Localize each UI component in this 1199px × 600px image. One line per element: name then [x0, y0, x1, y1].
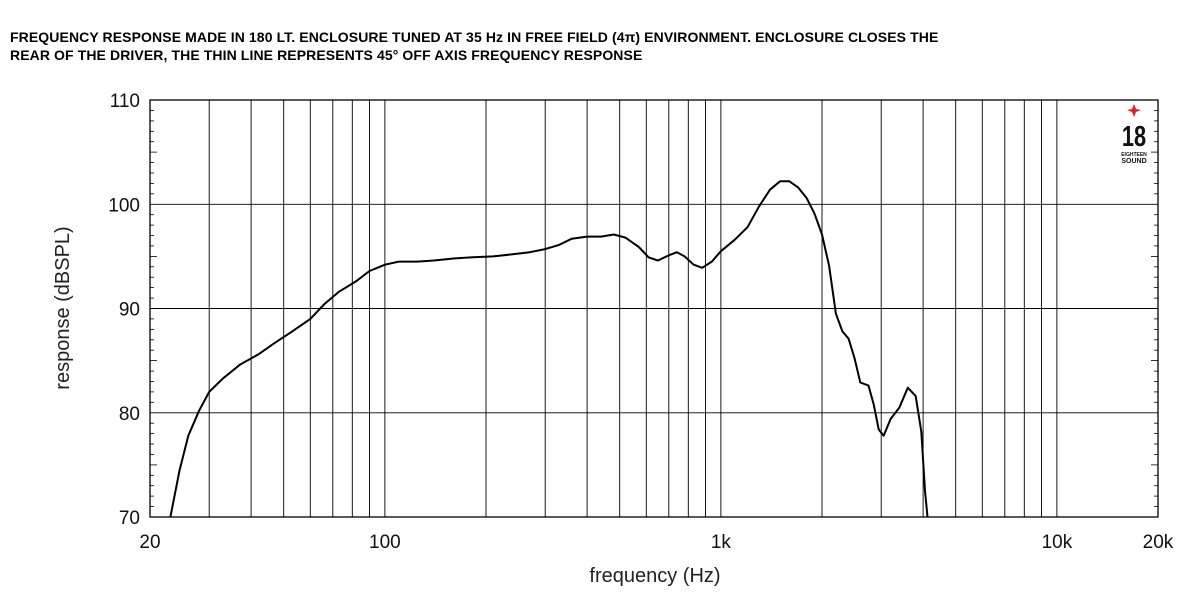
star-icon	[1127, 104, 1141, 117]
response-curve	[169, 180, 929, 518]
y-tick-labels: 70 80 90 100 110	[108, 91, 140, 529]
logo-text-line1: EIGHTEEN	[1121, 152, 1147, 158]
x-tick-label: 100	[369, 532, 401, 553]
grid-layer	[150, 100, 1158, 517]
logo-text-line2: SOUND	[1121, 158, 1146, 165]
y-tick-label: 70	[119, 508, 140, 529]
y-tick-label: 80	[119, 404, 140, 425]
y-tick-label: 100	[108, 195, 140, 216]
tick-marks	[150, 110, 1158, 508]
chart-title-line-2: REAR OF THE DRIVER, THE THIN LINE REPRES…	[10, 47, 643, 63]
plot-frame	[149, 99, 1159, 518]
chart-title-line-1: FREQUENCY RESPONSE MADE IN 180 LT. ENCLO…	[10, 29, 939, 45]
logo-number: 18	[1122, 121, 1146, 153]
x-tick-label: 20	[139, 532, 160, 553]
y-tick-label: 90	[119, 300, 140, 321]
x-axis-label: frequency (Hz)	[589, 565, 720, 587]
y-axis-label: response (dBSPL)	[52, 226, 74, 389]
brand-logo: 18 EIGHTEEN SOUND	[1121, 104, 1147, 165]
y-tick-label: 110	[110, 91, 140, 112]
x-tick-label: 1k	[711, 532, 732, 553]
x-tick-label: 10k	[1042, 532, 1073, 553]
x-tick-labels: 20 100 1k 10k 20k	[139, 532, 1173, 553]
x-tick-label: 20k	[1143, 532, 1174, 553]
